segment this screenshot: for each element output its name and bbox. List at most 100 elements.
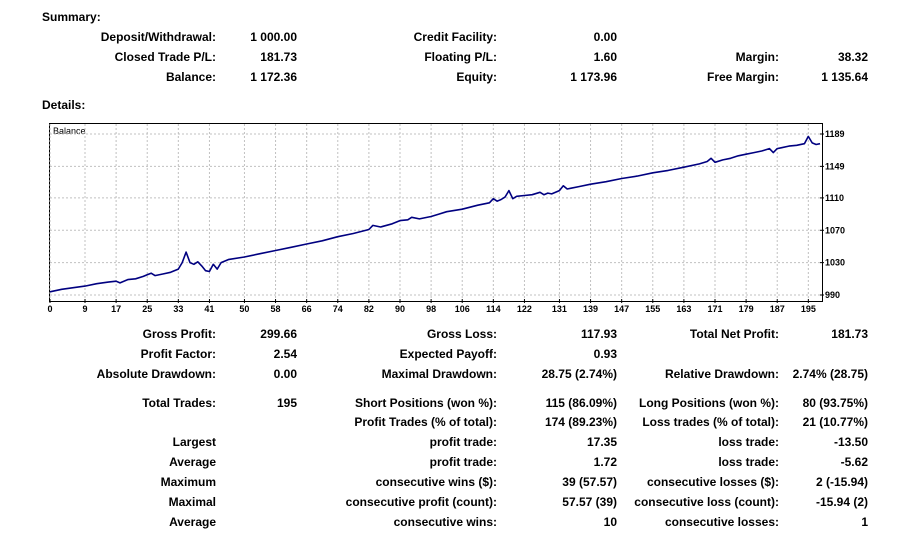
stat-label: Maximal <box>168 495 216 509</box>
stat-label: Long Positions (won %): <box>639 396 779 410</box>
stat-value: -13.50 <box>833 435 868 449</box>
x-tick-label: 66 <box>302 304 312 314</box>
stat-label: Gross Profit: <box>142 327 216 341</box>
x-tick-label: 50 <box>239 304 249 314</box>
stat-label: profit trade: <box>429 455 497 469</box>
stat-value: 21 (10.77%) <box>802 415 868 429</box>
stat-label: Absolute Drawdown: <box>96 367 216 381</box>
x-tick-label: 41 <box>204 304 214 314</box>
stat-label: Short Positions (won %): <box>355 396 497 410</box>
x-tick-label: 106 <box>455 304 470 314</box>
x-tick-label: 90 <box>395 304 405 314</box>
stat-value: -5.62 <box>840 455 868 469</box>
stats-row: Maximal consecutive profit (count): 57.57 … <box>0 495 911 509</box>
stat-value: 195 <box>276 396 297 410</box>
stats-row: Absolute Drawdown: 0.00 Maximal Drawdown: 2… <box>0 367 911 381</box>
stat-value: 38.32 <box>837 50 868 64</box>
stat-value: 1 173.96 <box>570 70 617 84</box>
stat-value: 0.00 <box>273 367 297 381</box>
stats-row: Average consecutive wins: 10 consecutive lo… <box>0 515 911 529</box>
x-tick-label: 131 <box>552 304 567 314</box>
y-tick-label: 1030 <box>825 258 845 268</box>
x-tick-label: 114 <box>486 304 501 314</box>
stat-label: Total Trades: <box>142 396 216 410</box>
stat-value: 174 (89.23%) <box>544 415 617 429</box>
stat-label: Profit Factor: <box>140 347 216 361</box>
y-tick-label: 990 <box>825 290 840 300</box>
stat-label: loss trade: <box>718 455 779 469</box>
stat-value: 57.57 (39) <box>562 495 617 509</box>
stats-row: Total Trades: 195 Short Positions (won %):… <box>0 396 911 410</box>
stat-label: Free Margin: <box>706 70 779 84</box>
stat-label: Largest <box>172 435 216 449</box>
stat-value: 1 <box>861 515 868 529</box>
x-tick-label: 82 <box>364 304 374 314</box>
stat-value: 28.75 (2.74%) <box>541 367 617 381</box>
stats-row: Largest profit trade: 17.35 loss trade: -13.… <box>0 435 911 449</box>
stat-value: 299.66 <box>260 327 297 341</box>
stats-row: Profit Trades (% of total): 174 (89.23%) L… <box>0 415 911 429</box>
x-tick-label: 25 <box>142 304 152 314</box>
stats-row: Average profit trade: 1.72 loss trade: -5.62 <box>0 455 911 469</box>
x-tick-label: 163 <box>676 304 691 314</box>
summary-row: Closed Trade P/L: 181.73 Floating P/L: 1.60… <box>0 50 911 64</box>
stat-value: 39 (57.57) <box>562 475 617 489</box>
y-tick-label: 1110 <box>825 193 844 203</box>
stat-value: 1.60 <box>593 50 617 64</box>
stat-label: Equity: <box>456 70 497 84</box>
stat-value: 0.93 <box>593 347 617 361</box>
stat-label: Maximum <box>160 475 216 489</box>
balance-chart-frame <box>49 123 823 302</box>
summary-heading: Summary: <box>42 10 101 24</box>
summary-row: Deposit/Withdrawal: 1 000.00 Credit Facili… <box>0 30 911 44</box>
x-tick-label: 195 <box>801 304 816 314</box>
x-tick-label: 33 <box>173 304 183 314</box>
stat-label: Credit Facility: <box>413 30 497 44</box>
stat-label: Floating P/L: <box>424 50 497 64</box>
x-tick-label: 171 <box>707 304 722 314</box>
stat-value: -15.94 (2) <box>815 495 868 509</box>
x-tick-label: 0 <box>47 304 52 314</box>
stat-label: Maximal Drawdown: <box>381 367 497 381</box>
x-tick-label: 147 <box>614 304 629 314</box>
x-tick-label: 187 <box>770 304 785 314</box>
stat-value: 1 000.00 <box>250 30 297 44</box>
chart-title: Balance <box>53 126 86 136</box>
stat-label: profit trade: <box>429 435 497 449</box>
stat-label: Balance: <box>165 70 216 84</box>
stat-label: loss trade: <box>718 435 779 449</box>
summary-row: Balance: 1 172.36 Equity: 1 173.96 Free Marg… <box>0 70 911 84</box>
stat-value: 80 (93.75%) <box>802 396 868 410</box>
x-tick-label: 155 <box>645 304 660 314</box>
stat-value: 181.73 <box>831 327 868 341</box>
stats-row: Gross Profit: 299.66 Gross Loss: 117.93 Tota… <box>0 327 911 341</box>
x-tick-label: 9 <box>82 304 87 314</box>
stats-row: Profit Factor: 2.54 Expected Payoff: 0.93 <box>0 347 911 361</box>
stat-value: 2 (-15.94) <box>815 475 868 489</box>
stat-label: Loss trades (% of total): <box>642 415 779 429</box>
stat-label: Relative Drawdown: <box>664 367 779 381</box>
stat-label: Profit Trades (% of total): <box>354 415 497 429</box>
stat-value: 0.00 <box>593 30 617 44</box>
stat-label: Closed Trade P/L: <box>114 50 216 64</box>
stat-label: Total Net Profit: <box>689 327 779 341</box>
x-tick-label: 74 <box>333 304 343 314</box>
stat-value: 17.35 <box>586 435 617 449</box>
stat-label: consecutive profit (count): <box>345 495 497 509</box>
stat-value: 1.72 <box>593 455 617 469</box>
stat-value: 1 172.36 <box>250 70 297 84</box>
stat-label: Deposit/Withdrawal: <box>100 30 216 44</box>
y-tick-label: 1070 <box>825 225 845 235</box>
stat-label: consecutive wins: <box>393 515 497 529</box>
stat-value: 2.74% (28.75) <box>792 367 868 381</box>
x-tick-label: 122 <box>517 304 532 314</box>
x-tick-label: 17 <box>111 304 121 314</box>
stat-value: 117.93 <box>580 327 617 341</box>
stat-value: 10 <box>603 515 617 529</box>
stat-label: Expected Payoff: <box>399 347 497 361</box>
x-tick-label: 98 <box>426 304 436 314</box>
x-tick-label: 179 <box>739 304 754 314</box>
stat-value: 2.54 <box>273 347 297 361</box>
details-heading: Details: <box>42 98 86 112</box>
stat-label: consecutive losses: <box>664 515 779 529</box>
